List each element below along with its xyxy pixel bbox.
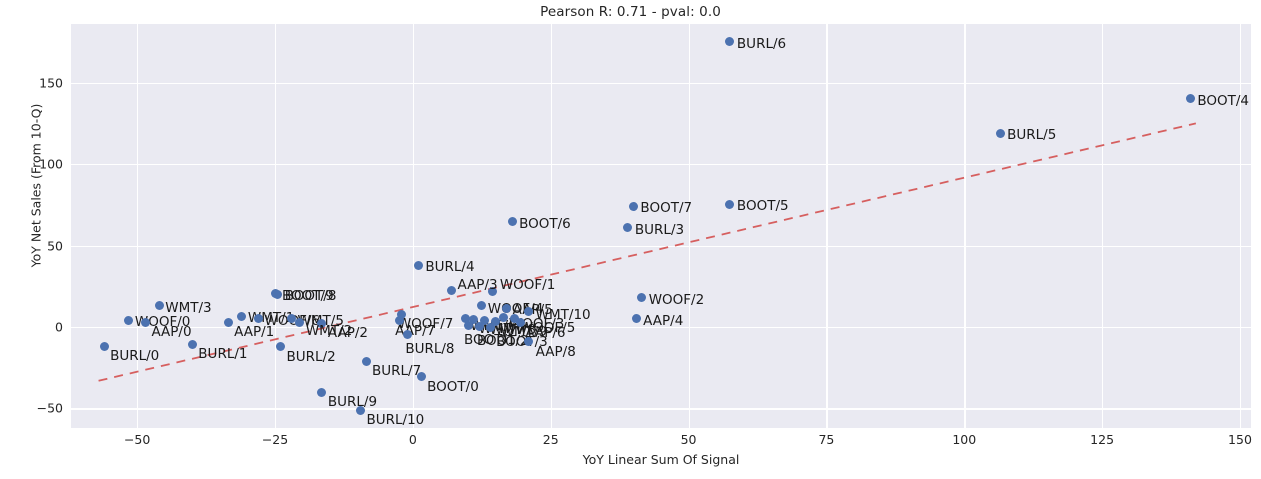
regression-line [98, 122, 1197, 382]
gridline-vertical [964, 24, 966, 428]
data-point[interactable] [631, 313, 641, 323]
data-point[interactable] [413, 260, 423, 270]
data-point[interactable] [488, 286, 498, 296]
data-point[interactable] [317, 319, 327, 329]
x-tick-label: 100 [952, 432, 977, 447]
y-tick-label: −50 [36, 400, 63, 416]
data-point[interactable] [477, 301, 487, 311]
data-point[interactable] [524, 307, 534, 317]
data-point[interactable] [507, 217, 517, 227]
data-point[interactable] [515, 317, 525, 327]
gridline-horizontal [71, 164, 1251, 166]
gridline-horizontal [71, 327, 1251, 329]
x-tick-label: −50 [123, 432, 151, 447]
data-point[interactable] [725, 37, 735, 47]
data-point[interactable] [524, 337, 534, 347]
data-point[interactable] [253, 313, 263, 323]
data-point[interactable] [995, 128, 1005, 138]
x-tick-label: 75 [818, 432, 835, 447]
data-point[interactable] [140, 318, 150, 328]
trendline [98, 122, 1197, 382]
gridline-vertical [826, 24, 828, 428]
gridline-horizontal [71, 82, 1251, 84]
y-tick-label: 100 [39, 156, 63, 172]
data-point[interactable] [99, 342, 109, 352]
plot-area: BURL/6 BOOT/4 BURL/5 BOOT/7 BOOT/5 BURL/3 BOOT… [71, 24, 1251, 428]
gridline-vertical [688, 24, 690, 428]
gridline-vertical [137, 24, 139, 428]
x-tick-label: 0 [408, 432, 417, 447]
data-point[interactable] [287, 314, 297, 324]
data-point[interactable] [187, 340, 197, 350]
gridline-vertical [412, 24, 415, 428]
chart-title: Pearson R: 0.71 - pval: 0.0 [540, 4, 721, 20]
data-point[interactable] [637, 293, 647, 303]
y-tick-label: 50 [47, 238, 63, 254]
data-point[interactable] [361, 356, 371, 366]
data-point[interactable] [474, 321, 484, 331]
data-point[interactable] [499, 312, 509, 322]
y-axis-label: YoY Net Sales (From 10-Q) [28, 103, 44, 268]
data-point[interactable] [623, 223, 633, 233]
gridline-vertical [275, 24, 277, 428]
data-point[interactable] [416, 372, 426, 382]
data-point[interactable] [628, 201, 638, 211]
data-point[interactable] [154, 301, 164, 311]
x-tick-label: 50 [680, 432, 697, 447]
data-point[interactable] [502, 303, 512, 313]
gridline-vertical [1102, 24, 1104, 428]
data-point[interactable] [124, 315, 134, 325]
y-tick-label: 0 [55, 319, 63, 335]
gridline-horizontal [71, 408, 1251, 410]
data-point[interactable] [491, 316, 501, 326]
data-point[interactable] [485, 322, 495, 332]
data-point[interactable] [446, 285, 456, 295]
y-tick-label: 150 [39, 75, 63, 91]
x-tick-label: 150 [1228, 432, 1252, 447]
x-tick-label: 25 [542, 432, 559, 447]
data-point[interactable] [295, 317, 305, 327]
x-tick-label: −25 [261, 432, 289, 447]
gridline-horizontal [71, 245, 1251, 247]
data-point[interactable] [510, 314, 520, 324]
data-point[interactable] [397, 310, 407, 320]
x-axis-label: YoY Linear Sum Of Signal [582, 452, 740, 467]
data-point[interactable] [469, 315, 479, 325]
data-point[interactable] [480, 315, 490, 325]
data-point[interactable] [1185, 94, 1195, 104]
data-point[interactable] [317, 387, 327, 397]
data-point[interactable] [725, 199, 735, 209]
gridline-vertical [1239, 24, 1242, 428]
data-point[interactable] [394, 315, 404, 325]
data-point[interactable] [402, 329, 412, 339]
data-point[interactable] [463, 320, 473, 330]
x-tick-label: 125 [1090, 432, 1115, 447]
gridline-vertical [550, 24, 553, 428]
data-point[interactable] [273, 289, 283, 299]
data-point[interactable] [460, 313, 470, 323]
data-point[interactable] [237, 311, 247, 321]
data-point[interactable] [223, 318, 233, 328]
data-point[interactable] [276, 342, 286, 352]
data-point[interactable] [355, 405, 365, 415]
